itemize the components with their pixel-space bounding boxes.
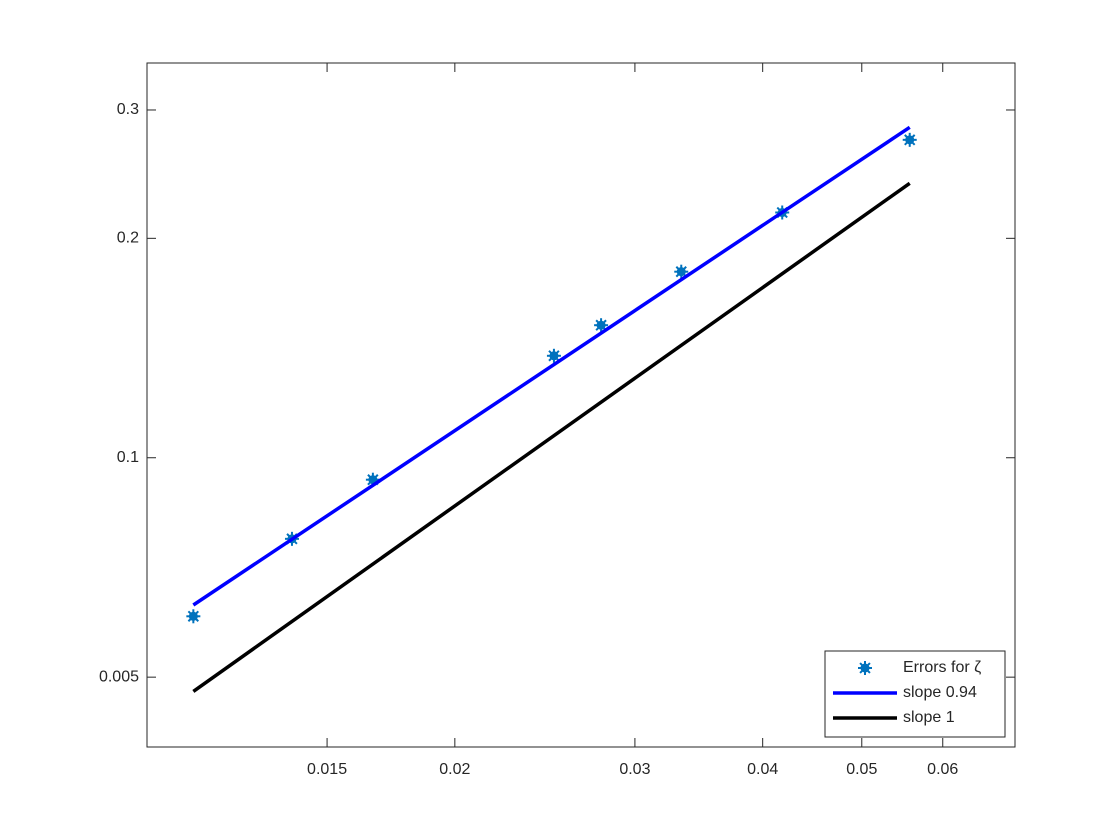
- legend-label: Errors for ζ: [903, 659, 981, 676]
- y-tick-label: 0.3: [117, 101, 139, 118]
- plot-area: [146, 62, 1016, 748]
- marker: [858, 661, 872, 675]
- marker-ray: [548, 350, 560, 362]
- x-tick-label: 0.04: [747, 761, 778, 778]
- marker: [594, 318, 609, 333]
- x-tick-label: 0.05: [846, 761, 877, 778]
- x-tick-label: 0.015: [307, 761, 347, 778]
- marker-ray: [904, 134, 916, 146]
- marker: [674, 264, 689, 279]
- y-tick-label: 0.1: [117, 449, 139, 466]
- marker: [186, 609, 201, 624]
- y-tick-label: 0.005: [99, 668, 139, 685]
- x-tick-label: 0.03: [619, 761, 650, 778]
- fit-line: [192, 125, 911, 607]
- legend-label: slope 1: [903, 709, 955, 726]
- x-tick-label: 0.02: [439, 761, 470, 778]
- marker-ray: [859, 662, 871, 674]
- fit-line: [192, 181, 911, 693]
- marker: [902, 132, 917, 147]
- marker-ray: [595, 319, 607, 331]
- marker: [546, 348, 561, 363]
- marker-ray: [187, 610, 200, 622]
- marker-ray: [675, 266, 687, 278]
- x-tick-label: 0.06: [927, 761, 958, 778]
- y-tick-label: 0.2: [117, 230, 139, 247]
- marker-ray: [367, 474, 379, 486]
- legend-label: slope 0.94: [903, 684, 977, 701]
